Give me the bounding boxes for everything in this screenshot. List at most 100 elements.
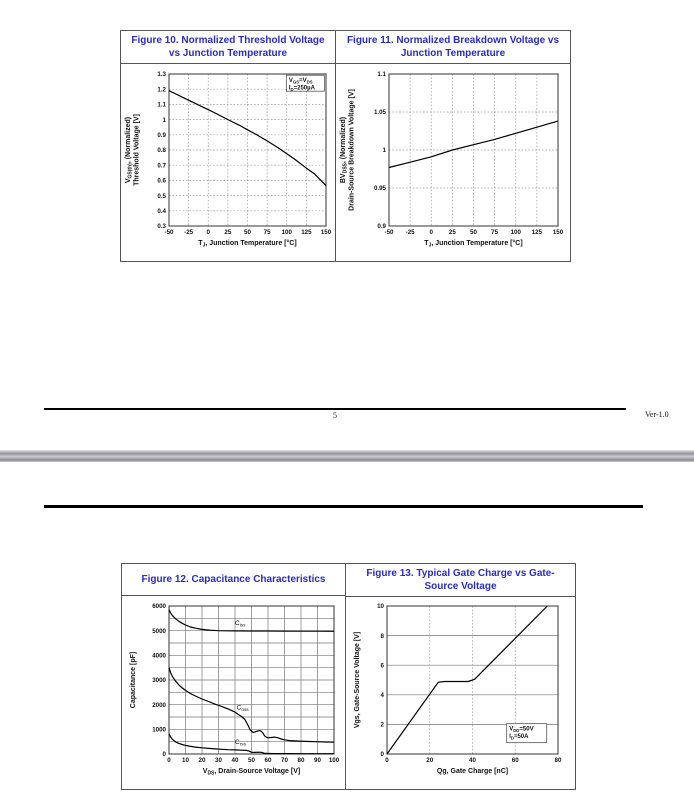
figure-11-title: Figure 11. Normalized Breakdown Voltage … — [336, 31, 570, 64]
svg-text:ID=250µA: ID=250µA — [289, 85, 316, 92]
figure-10-chart: -50 -25 0 25 50 75 100 125 150 0.3 0.4 0.5 0.6 0.7 0.8… — [125, 71, 332, 249]
figure-10-box: Figure 10. Normalized Threshold Voltage … — [120, 30, 336, 262]
figure-13-chart-area: 0 20 40 60 80 0 2 4 6 8 10 Qg, Gate Charge [nC] Vgs,… — [346, 597, 575, 789]
svg-text:VDS, Drain-Source Voltage [V]: VDS, Drain-Source Voltage [V] — [203, 768, 300, 777]
figure-10-conditions-box — [285, 74, 325, 92]
svg-text:Capacitance [pF]: Capacitance [pF] — [130, 651, 137, 707]
svg-text:30: 30 — [215, 757, 222, 764]
svg-text:-50: -50 — [385, 229, 395, 236]
figure-10-chart-area: -50 -25 0 25 50 75 100 125 150 0.3 0.4 0.5 0.6 0.7 0.8… — [121, 64, 335, 261]
svg-text:50: 50 — [244, 229, 251, 236]
svg-text:0.6: 0.6 — [157, 177, 166, 184]
figure-12-series-Coss — [168, 667, 335, 743]
svg-text:4: 4 — [381, 692, 385, 699]
svg-text:TJ, Junction Temperature [°C]: TJ, Junction Temperature [°C] — [198, 239, 296, 249]
svg-text:Threshold Voltage [V]: Threshold Voltage [V] — [134, 114, 141, 186]
figure-13-box: Figure 13. Typical Gate Charge vs Gate-S… — [345, 563, 576, 790]
svg-text:25: 25 — [224, 229, 231, 236]
svg-text:ID=50A: ID=50A — [509, 734, 529, 741]
figure-13-chart: 0 20 40 60 80 0 2 4 6 8 10 Qg, Gate Charge [nC] Vgs,… — [354, 603, 562, 775]
figure-11-chart-area: -50 -25 0 25 50 75 100 125 150 0.9 0.95 1 1.05 1.1 TJ,… — [336, 64, 570, 261]
svg-text:0: 0 — [207, 229, 211, 236]
svg-text:Vgs, Gate-Source Voltage [V]: Vgs, Gate-Source Voltage [V] — [354, 632, 361, 728]
svg-text:3000: 3000 — [152, 677, 166, 684]
figure-10-title: Figure 10. Normalized Threshold Voltage … — [121, 31, 335, 64]
svg-text:50: 50 — [470, 229, 477, 236]
svg-text:0.95: 0.95 — [374, 185, 387, 192]
svg-text:Qg, Gate Charge [nC]: Qg, Gate Charge [nC] — [437, 768, 508, 775]
svg-text:150: 150 — [553, 229, 564, 236]
document-page-2: Figure 12. Capacitance Characteristics 0… — [0, 462, 694, 811]
svg-text:70: 70 — [281, 757, 288, 764]
svg-text:VGS(th), (Normalized): VGS(th), (Normalized) — [125, 116, 134, 182]
version-label: Ver-1.0 — [645, 410, 669, 419]
svg-text:80: 80 — [555, 757, 562, 764]
svg-text:100: 100 — [329, 757, 340, 764]
svg-text:0: 0 — [381, 751, 385, 758]
svg-text:75: 75 — [264, 229, 271, 236]
figure-12-box: Figure 12. Capacitance Characteristics 0… — [121, 563, 346, 790]
svg-text:-25: -25 — [406, 229, 416, 236]
svg-text:Ciss: Ciss — [235, 619, 246, 627]
svg-text:-25: -25 — [184, 229, 194, 236]
page-1-footer-rule — [44, 408, 626, 410]
svg-text:0.9: 0.9 — [377, 223, 386, 230]
figure-11-series-bvdss-normalized — [388, 120, 559, 168]
svg-text:VDD=50V: VDD=50V — [509, 726, 533, 733]
svg-text:60: 60 — [512, 757, 519, 764]
svg-text:0.4: 0.4 — [157, 208, 166, 215]
svg-text:1: 1 — [163, 116, 167, 123]
svg-text:0.9: 0.9 — [157, 132, 166, 139]
figure-13-conditions-box — [506, 723, 548, 744]
figure-row-page-2: Figure 12. Capacitance Characteristics 0… — [121, 563, 576, 790]
svg-text:6000: 6000 — [152, 603, 166, 610]
svg-text:Drain-Source Breakdown Voltage: Drain-Source Breakdown Voltage [V] — [349, 89, 356, 211]
svg-text:0: 0 — [430, 229, 434, 236]
svg-text:80: 80 — [298, 757, 305, 764]
figure-10-series-vgsth-normalized — [168, 89, 327, 186]
svg-text:0: 0 — [385, 757, 389, 764]
page-break-separator — [0, 450, 694, 462]
figure-11-chart: -50 -25 0 25 50 75 100 125 150 0.9 0.95 1 1.05 1.1 TJ,… — [340, 71, 564, 249]
svg-text:1: 1 — [383, 147, 387, 154]
svg-text:0.8: 0.8 — [157, 147, 166, 154]
svg-text:20: 20 — [199, 757, 206, 764]
page-2-header-rule — [44, 505, 643, 508]
figure-11-box: Figure 11. Normalized Breakdown Voltage … — [335, 30, 571, 262]
svg-text:75: 75 — [491, 229, 498, 236]
svg-text:1.1: 1.1 — [377, 71, 386, 78]
svg-text:VGS=VDS: VGS=VDS — [289, 78, 313, 85]
figure-12-chart: 0 10 20 30 40 50 60 70 80 90 100010002000300040005… — [130, 603, 340, 777]
svg-text:10: 10 — [182, 757, 189, 764]
svg-text:150: 150 — [321, 229, 332, 236]
svg-text:1000: 1000 — [152, 726, 166, 733]
figure-row-page-1: Figure 10. Normalized Threshold Voltage … — [120, 30, 571, 262]
svg-text:125: 125 — [301, 229, 312, 236]
figure-13-title: Figure 13. Typical Gate Charge vs Gate-S… — [346, 564, 575, 597]
svg-text:100: 100 — [511, 229, 522, 236]
svg-text:125: 125 — [532, 229, 543, 236]
svg-text:90: 90 — [314, 757, 321, 764]
figure-12-series-Ciss — [168, 608, 335, 632]
svg-text:BVDSS, (Normalized): BVDSS, (Normalized) — [340, 116, 349, 182]
svg-text:0: 0 — [167, 757, 171, 764]
figure-13-series-gate-charge — [386, 605, 548, 755]
svg-text:2000: 2000 — [152, 701, 166, 708]
svg-text:60: 60 — [265, 757, 272, 764]
document-page-1: Figure 10. Normalized Threshold Voltage … — [44, 30, 669, 420]
svg-text:4000: 4000 — [152, 652, 166, 659]
svg-text:100: 100 — [282, 229, 293, 236]
svg-text:5000: 5000 — [152, 627, 166, 634]
svg-text:0: 0 — [163, 751, 167, 758]
svg-text:Coss: Coss — [237, 704, 250, 712]
svg-text:TJ, Junction Temperature [°C]: TJ, Junction Temperature [°C] — [424, 239, 522, 249]
svg-text:0.3: 0.3 — [157, 223, 166, 230]
svg-text:1.3: 1.3 — [157, 71, 166, 78]
svg-text:50: 50 — [248, 757, 255, 764]
svg-text:1.1: 1.1 — [157, 101, 166, 108]
svg-text:0.5: 0.5 — [157, 192, 166, 199]
svg-text:20: 20 — [426, 757, 433, 764]
svg-text:Crss: Crss — [235, 739, 247, 747]
svg-text:8: 8 — [381, 633, 385, 640]
svg-text:1.2: 1.2 — [157, 86, 166, 93]
